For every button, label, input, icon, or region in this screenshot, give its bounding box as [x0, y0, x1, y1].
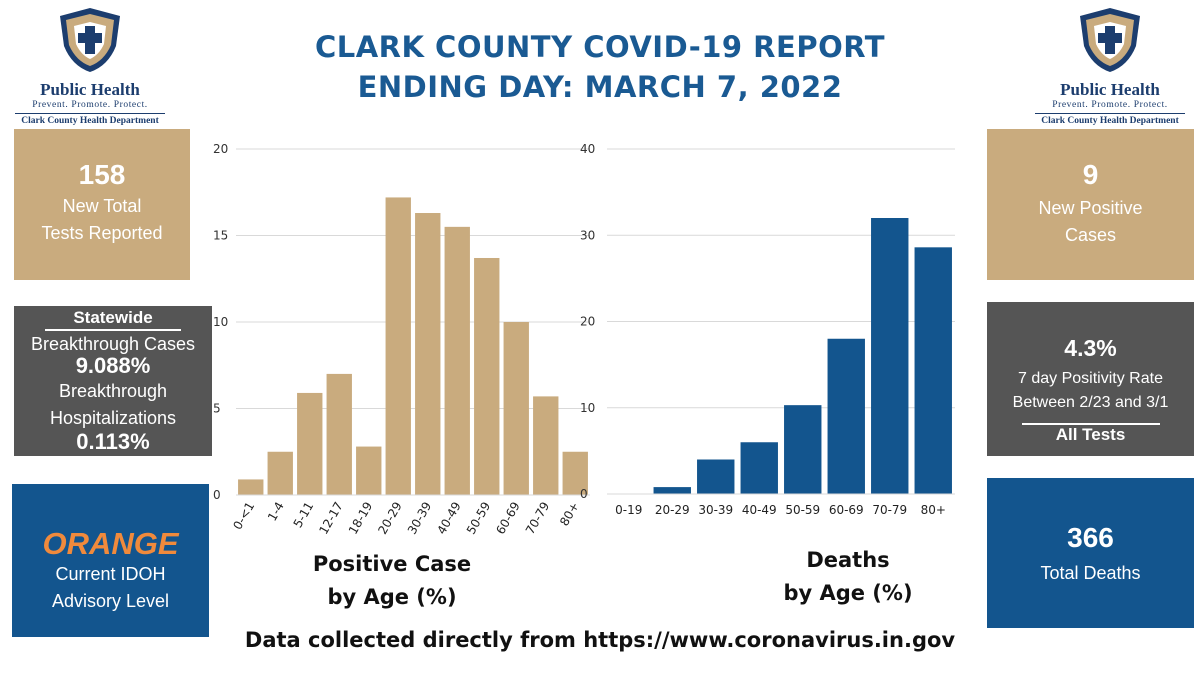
bar	[697, 459, 735, 494]
advisory-label-1: Current IDOH	[55, 564, 166, 584]
shield-cross-icon	[60, 8, 120, 72]
breakthrough-hosp-label-1: Breakthrough	[58, 381, 168, 401]
cases-chart-caption: Positive Case by Age (%)	[282, 548, 502, 614]
deaths-caption-line1: Deaths	[806, 548, 890, 572]
new-tests-label-1: New Total	[62, 196, 142, 216]
advisory-label-2: Advisory Level	[51, 591, 170, 611]
y-tick-label: 10	[213, 315, 228, 329]
x-tick-label: 60-69	[493, 500, 523, 537]
logo-department: Clark County Health Department	[1041, 116, 1179, 126]
logo-name: Public Health	[40, 80, 140, 99]
deaths-by-age-chart: 0 10 20 30 40 0-19 20-29 30-39 40-49 50-59 60-69 70…	[580, 142, 955, 517]
y-tick-label: 20	[213, 142, 228, 156]
data-source-footer: Data collected directly from https://www…	[244, 628, 956, 652]
breakthrough-heading: Statewide	[73, 308, 153, 327]
bar	[326, 373, 352, 495]
deaths-chart-caption: Deaths by Age (%)	[738, 544, 958, 610]
x-tick-label: 40-49	[742, 503, 777, 517]
bar	[914, 247, 952, 494]
bar	[827, 338, 865, 494]
breakthrough-hosp-value: 0.113%	[76, 429, 150, 454]
positive-case-by-age-chart: 0 5 10 15 20 0-<1 1-4 5-11 12-17 18-19 20-29 30-39 4…	[213, 142, 590, 537]
positivity-label-1: 7 day Positivity Rate	[1018, 370, 1163, 387]
bar	[503, 322, 529, 495]
breakthrough-hosp-label-2: Hospitalizations	[49, 408, 177, 428]
new-cases-label-2: Cases	[1064, 225, 1117, 245]
x-tick-label: 12-17	[316, 500, 346, 537]
advisory-panel: ORANGE Current IDOH Advisory Level	[12, 484, 209, 637]
advisory-level: ORANGE	[42, 526, 179, 561]
breakthrough-cases-value: 9.088%	[75, 353, 151, 378]
new-cases-value: 9	[1082, 159, 1099, 190]
logo-right: Public Health Prevent. Promote. Protect.…	[1030, 4, 1190, 126]
y-tick-label: 40	[580, 142, 595, 156]
new-cases-panel: 9 New Positive Cases	[987, 129, 1194, 280]
x-tick-label: 30-39	[405, 500, 435, 537]
bar	[415, 213, 441, 495]
logo-tagline: Prevent. Promote. Protect.	[1052, 100, 1168, 110]
bar	[238, 479, 264, 495]
y-tick-label: 10	[580, 401, 595, 415]
new-cases-label-1: New Positive	[1038, 198, 1143, 218]
bar	[474, 257, 500, 495]
x-tick-label: 30-39	[698, 503, 733, 517]
x-tick-label: 70-79	[523, 500, 553, 537]
y-tick-label: 15	[213, 229, 228, 243]
x-tick-label: 60-69	[829, 503, 864, 517]
bar	[740, 442, 778, 494]
x-tick-label: 18-19	[346, 500, 376, 537]
bar	[444, 226, 470, 495]
x-tick-label: 40-49	[434, 500, 464, 537]
logo-department: Clark County Health Department	[21, 116, 159, 126]
x-tick-label: 80+	[557, 500, 582, 529]
bar	[297, 392, 323, 495]
cases-caption-line2: by Age (%)	[327, 585, 457, 609]
bar	[267, 451, 293, 495]
x-tick-label: 50-59	[785, 503, 820, 517]
bar	[784, 405, 822, 494]
y-tick-label: 0	[580, 487, 588, 501]
y-tick-label: 20	[580, 315, 595, 329]
report-title-line2: ENDING DAY: MARCH 7, 2022	[357, 70, 843, 104]
x-tick-label: 70-79	[872, 503, 907, 517]
y-tick-label: 5	[213, 402, 221, 416]
positivity-panel: 4.3% 7 day Positivity Rate Between 2/23 …	[987, 302, 1194, 456]
breakthrough-panel: Statewide Breakthrough Cases 9.088% Brea…	[14, 306, 212, 456]
x-tick-label: 0-<1	[230, 500, 257, 533]
cases-caption-line1: Positive Case	[312, 552, 472, 576]
x-tick-label: 1-4	[265, 500, 287, 524]
new-tests-value: 158	[78, 159, 126, 190]
positivity-value: 4.3%	[1064, 335, 1117, 361]
y-tick-label: 30	[580, 228, 595, 242]
bar	[871, 218, 909, 494]
bar	[653, 487, 691, 494]
x-tick-label: 50-59	[464, 500, 494, 537]
y-tick-label: 0	[213, 488, 221, 502]
bar	[385, 197, 411, 495]
positivity-label-2: Between 2/23 and 3/1	[1012, 394, 1169, 411]
logo-left: Public Health Prevent. Promote. Protect.…	[10, 4, 170, 126]
bar	[533, 396, 559, 495]
x-tick-label: 20-29	[375, 500, 405, 537]
deaths-caption-line2: by Age (%)	[783, 581, 913, 605]
x-tick-label: 0-19	[615, 503, 642, 517]
total-deaths-label: Total Deaths	[1040, 563, 1141, 583]
total-deaths-panel: 366 Total Deaths	[987, 478, 1194, 628]
x-tick-label: 20-29	[655, 503, 690, 517]
total-deaths-value: 366	[1067, 522, 1114, 553]
x-tick-label: 80+	[921, 503, 946, 517]
logo-tagline: Prevent. Promote. Protect.	[32, 100, 148, 110]
logo-name: Public Health	[1060, 80, 1160, 99]
new-tests-label-2: Tests Reported	[41, 223, 163, 243]
x-tick-label: 5-11	[291, 500, 317, 531]
positivity-footer: All Tests	[1055, 425, 1126, 444]
bar	[562, 451, 588, 495]
report-title-line1: CLARK COUNTY COVID-19 REPORT	[314, 30, 886, 64]
bar	[356, 446, 382, 495]
new-tests-panel: 158 New Total Tests Reported	[14, 129, 190, 280]
breakthrough-cases-label: Breakthrough Cases	[30, 334, 196, 354]
shield-cross-icon	[1080, 8, 1140, 72]
